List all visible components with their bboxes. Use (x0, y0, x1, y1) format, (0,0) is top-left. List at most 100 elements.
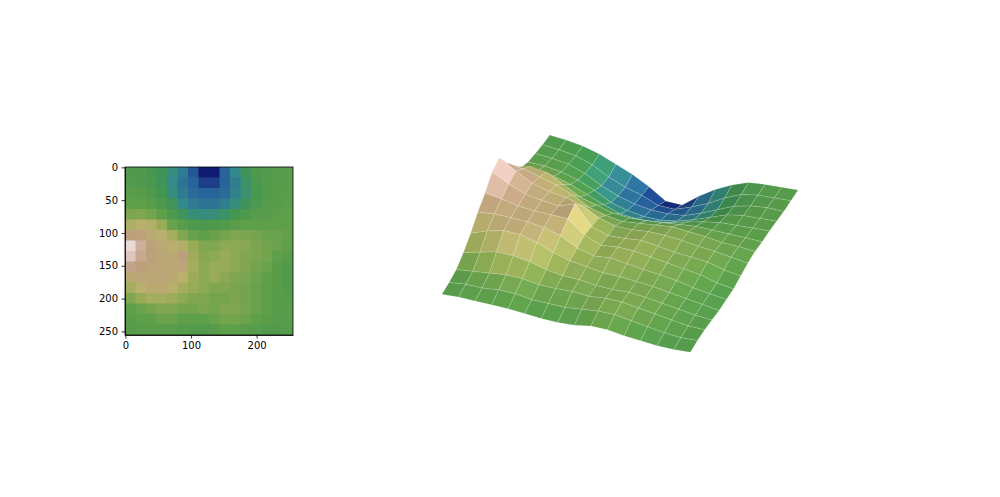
cell (157, 283, 168, 294)
cell (199, 325, 210, 336)
cell (272, 178, 283, 189)
cell (272, 188, 283, 199)
cell (188, 304, 199, 315)
tick-label: 0 (112, 162, 118, 173)
cell (209, 314, 220, 325)
cell (262, 304, 273, 315)
cell (167, 293, 178, 304)
cell (220, 272, 231, 283)
cell (283, 325, 294, 336)
cell (125, 304, 136, 315)
cell (241, 283, 252, 294)
cell (230, 304, 241, 315)
cell (199, 304, 210, 315)
cell (178, 188, 189, 199)
cell (136, 230, 147, 241)
cell (167, 188, 178, 199)
cell (167, 167, 178, 178)
tick-mark (191, 335, 192, 339)
cell (262, 188, 273, 199)
cell (188, 314, 199, 325)
cell (167, 199, 178, 210)
cell (209, 167, 220, 178)
tick-label: 200 (248, 340, 267, 351)
cell (251, 178, 262, 189)
cell (157, 293, 168, 304)
cell (272, 209, 283, 220)
cell (230, 283, 241, 294)
cell (262, 325, 273, 336)
cell (136, 283, 147, 294)
cell (136, 241, 147, 252)
cell (220, 314, 231, 325)
tick-mark (122, 167, 126, 168)
cell (125, 251, 136, 262)
cell (167, 178, 178, 189)
cell (199, 283, 210, 294)
cell (251, 251, 262, 262)
cell (146, 325, 157, 336)
cell (220, 178, 231, 189)
cell (125, 167, 136, 178)
cell (157, 178, 168, 189)
cell (188, 293, 199, 304)
cell (241, 199, 252, 210)
cell (272, 241, 283, 252)
cell (199, 220, 210, 231)
cell (272, 272, 283, 283)
cell (125, 230, 136, 241)
cell (262, 293, 273, 304)
cell (188, 178, 199, 189)
cell (157, 199, 168, 210)
cell (136, 314, 147, 325)
cell (272, 304, 283, 315)
cell (167, 272, 178, 283)
cell (188, 251, 199, 262)
cell (283, 178, 294, 189)
cell (136, 304, 147, 315)
cell (146, 293, 157, 304)
cell (209, 178, 220, 189)
cell (283, 230, 294, 241)
cell (146, 167, 157, 178)
cell (272, 314, 283, 325)
cell (199, 230, 210, 241)
cell (167, 304, 178, 315)
cell (262, 178, 273, 189)
surface-patch (674, 338, 698, 353)
cell (241, 188, 252, 199)
cell (241, 262, 252, 273)
cell (125, 199, 136, 210)
cell (125, 220, 136, 231)
cell (230, 188, 241, 199)
cell (136, 188, 147, 199)
cell (272, 325, 283, 336)
cell (272, 283, 283, 294)
surface (442, 135, 798, 352)
axes-frame (125, 167, 293, 335)
cell (230, 199, 241, 210)
cell (209, 283, 220, 294)
cell (146, 230, 157, 241)
cell (241, 251, 252, 262)
cell (167, 220, 178, 231)
cell (199, 314, 210, 325)
cell (262, 199, 273, 210)
cell (178, 178, 189, 189)
cell (209, 241, 220, 252)
cell (167, 325, 178, 336)
cell (241, 272, 252, 283)
cell (220, 209, 231, 220)
cell (146, 178, 157, 189)
cell (178, 272, 189, 283)
cell (188, 283, 199, 294)
image-cells (125, 167, 293, 335)
tick-mark (122, 233, 126, 234)
tick-label: 200 (99, 293, 118, 304)
cell (251, 209, 262, 220)
cell (167, 230, 178, 241)
cell (178, 209, 189, 220)
tick: 0 (123, 335, 129, 351)
cell (262, 167, 273, 178)
tick: 200 (99, 293, 125, 304)
